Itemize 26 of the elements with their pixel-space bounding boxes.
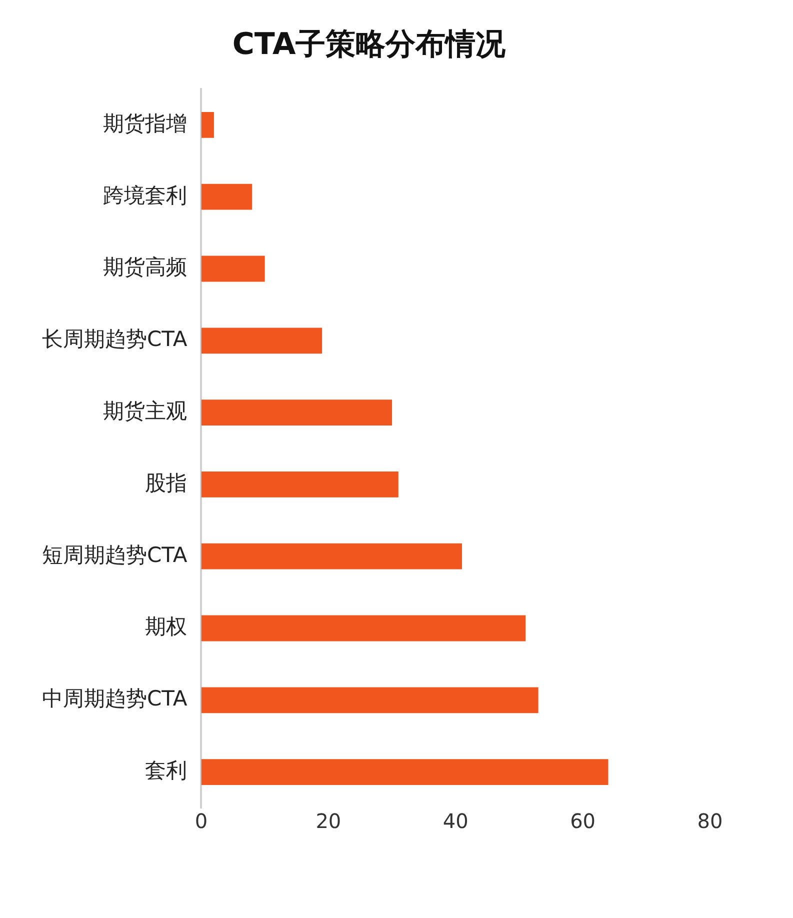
bar (201, 472, 398, 498)
bar (201, 400, 392, 426)
y-tick-label: 跨境套利 (103, 183, 188, 208)
x-tick-label: 0 (194, 809, 208, 834)
y-tick-label: 套利 (145, 758, 188, 783)
x-tick-label: 60 (570, 809, 596, 834)
y-tick-label: 期货指增 (103, 111, 188, 136)
x-tick-label: 80 (697, 809, 723, 834)
bar (201, 759, 608, 785)
bar (201, 615, 526, 642)
bar (201, 112, 214, 138)
bar (201, 256, 265, 282)
bar (201, 184, 252, 210)
bar (201, 687, 538, 714)
bar (201, 328, 322, 354)
x-tick-label: 40 (442, 809, 468, 834)
y-tick-label: 期权 (145, 614, 188, 639)
bar (201, 543, 462, 570)
y-tick-label: 短周期趋势CTA (42, 542, 188, 567)
chart-title: CTA子策略分布情况 (232, 26, 507, 62)
y-tick-label: 期货高频 (103, 255, 188, 280)
x-tick-label: 20 (316, 809, 342, 834)
y-tick-label: 长周期趋势CTA (42, 327, 188, 352)
y-tick-label: 股指 (145, 470, 188, 495)
y-tick-label: 中周期趋势CTA (42, 686, 188, 711)
y-tick-label: 期货主观 (103, 399, 188, 424)
